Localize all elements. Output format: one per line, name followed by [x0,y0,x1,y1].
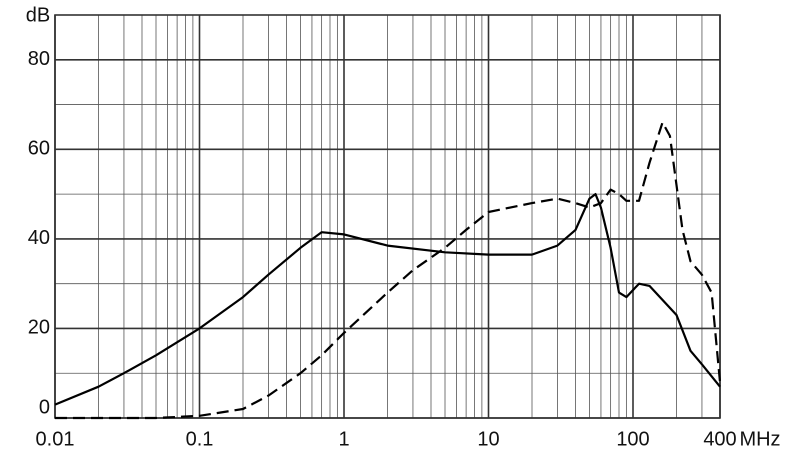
y-tick-label: 60 [28,138,50,160]
x-tick-label: 0.1 [186,428,214,450]
x-axis-label: MHz [739,428,780,450]
data-line [54,193,721,406]
data-line [55,121,722,420]
x-tick-label: 400 [703,428,736,450]
x-tick-label: 10 [477,428,499,450]
x-tick-label: 100 [616,428,649,450]
y-tick-label: 40 [28,227,50,249]
y-tick-label: 20 [28,317,50,339]
plot-frame [54,14,721,419]
y-tick-label: 80 [28,48,50,70]
y-tick-label: 0 [39,396,50,418]
x-tick-label: 1 [338,428,349,450]
y-axis-label: dB [26,4,50,26]
x-tick-label: 0.01 [36,428,75,450]
